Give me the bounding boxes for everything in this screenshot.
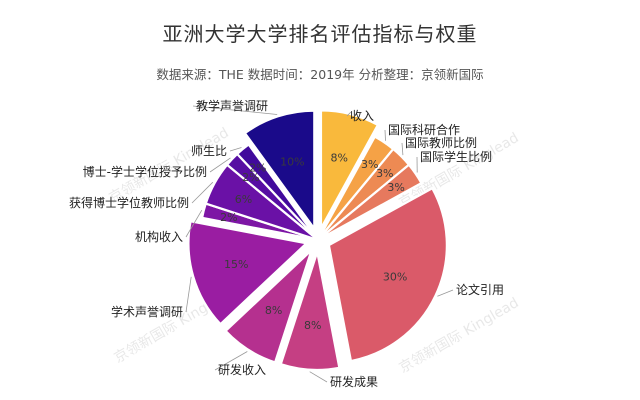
leader-line [437, 289, 454, 297]
leader-lines [185, 105, 454, 383]
leader-line [384, 129, 386, 141]
slice-value-label: 8% [330, 152, 347, 165]
leader-line [401, 142, 404, 156]
pie-slice [327, 186, 448, 363]
slice-value-label: 8% [304, 319, 321, 332]
slice-category-label: 收入 [350, 109, 374, 123]
leader-line [192, 105, 278, 115]
pie-slice [243, 109, 316, 232]
slice-value-label: 8% [265, 304, 282, 317]
pie-slice [279, 251, 341, 372]
pie-slice [235, 143, 319, 241]
slice-category-label: 论文引用 [456, 282, 504, 297]
slice-value-label: 30% [383, 270, 407, 283]
slice-category-label: 博士-学士学位授予比例 [83, 164, 207, 179]
leader-line [185, 276, 192, 313]
pie-slice [317, 163, 423, 241]
slice-category-label: 学术声誉调研 [111, 304, 183, 319]
slice-value-label: 10% [280, 155, 304, 168]
leader-line [229, 147, 242, 152]
leader-line [309, 371, 328, 383]
slice-category-label: 机构收入 [135, 229, 183, 244]
leader-line [185, 209, 203, 238]
pie-slices [187, 109, 448, 372]
slice-value-label: 3% [361, 158, 378, 171]
slice-category-label: 教学声誉调研 [196, 98, 268, 113]
chart-subtitle: 数据来源：THE 数据时间：2019年 分析整理：京领新国际 [156, 67, 484, 82]
pie-labels: 8% 收入 3% 国际科研合作 3% 国际教师比例 3% 国际学生比例 30% 论文引用 8% 研发成… [69, 98, 504, 389]
slice-category-label: 师生比 [191, 144, 227, 158]
slice-category-label: 研发成果 [330, 374, 378, 389]
chart-title: 亚洲大学大学排名评估指标与权重 [162, 22, 478, 46]
slice-category-label: 国际科研合作 [388, 122, 460, 137]
slice-value-label: 3% [387, 181, 404, 194]
pie-slice [223, 249, 313, 364]
pie-slice [319, 109, 380, 229]
slice-category-label: 获得博士学位教师比例 [69, 195, 189, 210]
slice-value-label: 3% [376, 167, 393, 180]
slice-value-label: 2% [249, 161, 266, 174]
slice-value-label: 2% [220, 211, 237, 224]
pie-slice [187, 219, 309, 326]
slice-category-label: 国际学生比例 [420, 149, 492, 164]
slice-category-label: 研发收入 [218, 362, 266, 377]
leader-line [214, 351, 248, 371]
slice-category-label: 国际教师比例 [405, 135, 477, 150]
leader-line [191, 181, 214, 204]
slice-value-label: 6% [235, 193, 252, 206]
slice-value-label: 15% [224, 258, 248, 271]
slice-value-label: 2% [242, 171, 259, 184]
leader-line [209, 157, 231, 173]
leader-line [346, 111, 352, 117]
